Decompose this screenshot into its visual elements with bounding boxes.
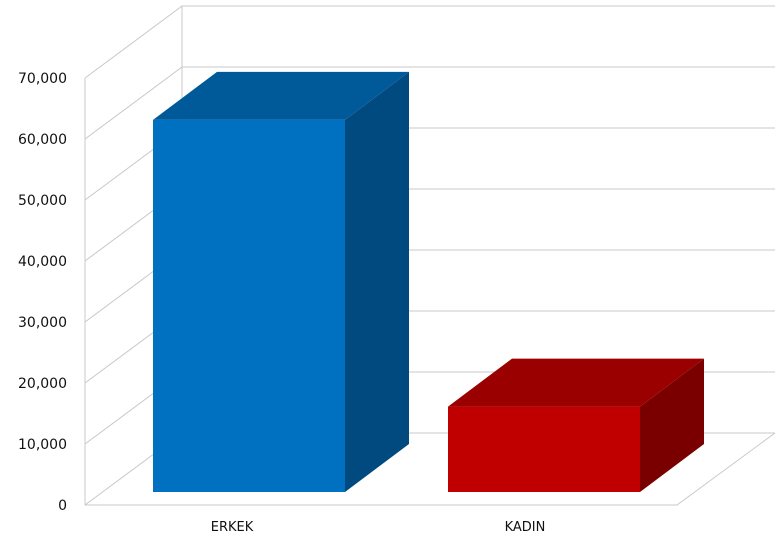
y-axis-ticks: 0 10,000 20,000 30,000 40,000 50,000 60,000 70,… bbox=[18, 71, 67, 514]
bar bbox=[448, 358, 704, 492]
floor-edge bbox=[85, 432, 776, 506]
y-tick-label: 20,000 bbox=[18, 376, 67, 392]
y-tick-label: 30,000 bbox=[18, 315, 67, 331]
y-tick-label: 60,000 bbox=[18, 132, 67, 148]
bar-front-face bbox=[153, 119, 345, 493]
bars bbox=[153, 71, 704, 493]
y-tick-label: 10,000 bbox=[18, 437, 67, 453]
bar-top-face bbox=[448, 358, 704, 407]
bar-front-face bbox=[448, 406, 640, 492]
gridline bbox=[84, 5, 775, 79]
bar-top-face bbox=[153, 71, 409, 120]
x-category-label: ERKEK bbox=[211, 520, 254, 535]
bar-side-face bbox=[640, 358, 704, 492]
y-tick-label: 0 bbox=[58, 498, 67, 514]
bar bbox=[153, 71, 409, 493]
y-tick-label: 70,000 bbox=[18, 71, 67, 87]
gridline bbox=[84, 66, 775, 140]
y-tick-label: 40,000 bbox=[18, 254, 67, 270]
x-category-label: KADIN bbox=[505, 520, 546, 535]
x-axis-categories: ERKEK KADIN bbox=[211, 520, 546, 535]
bar-side-face bbox=[345, 71, 409, 493]
y-tick-label: 50,000 bbox=[18, 193, 67, 209]
